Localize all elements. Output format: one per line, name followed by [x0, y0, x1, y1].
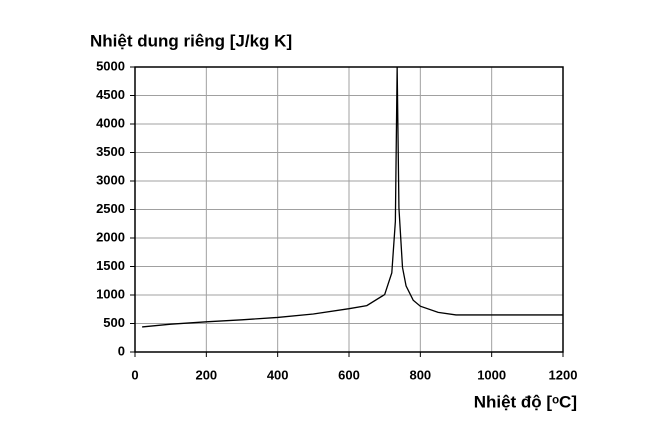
y-tick-label: 1500 [96, 258, 125, 273]
y-tick-label: 3500 [96, 144, 125, 159]
x-tick-label: 200 [195, 367, 217, 382]
data-line [142, 66, 563, 328]
chart-title: Nhiệt dung riêng [J/kg K] [90, 31, 292, 50]
y-tick-label: 4000 [96, 115, 125, 130]
y-tick-label: 1000 [96, 286, 125, 301]
y-tick-label: 500 [103, 315, 125, 330]
x-axis-label: Nhiệt độ [ᵒC] [474, 392, 577, 411]
y-tick-label: 4500 [96, 87, 125, 102]
y-tick-label: 5000 [96, 58, 125, 73]
x-tick-label: 600 [338, 367, 360, 382]
x-tick-label: 1200 [549, 367, 578, 382]
x-tick-label: 0 [131, 367, 138, 382]
x-tick-label: 400 [267, 367, 289, 382]
y-tick-label: 0 [118, 343, 125, 358]
plot-frame [134, 66, 564, 353]
x-tick-label: 800 [409, 367, 431, 382]
y-tick-label: 3000 [96, 172, 125, 187]
y-tick-label: 2500 [96, 201, 125, 216]
y-tick-label: 2000 [96, 229, 125, 244]
x-tick-label: 1000 [477, 367, 506, 382]
